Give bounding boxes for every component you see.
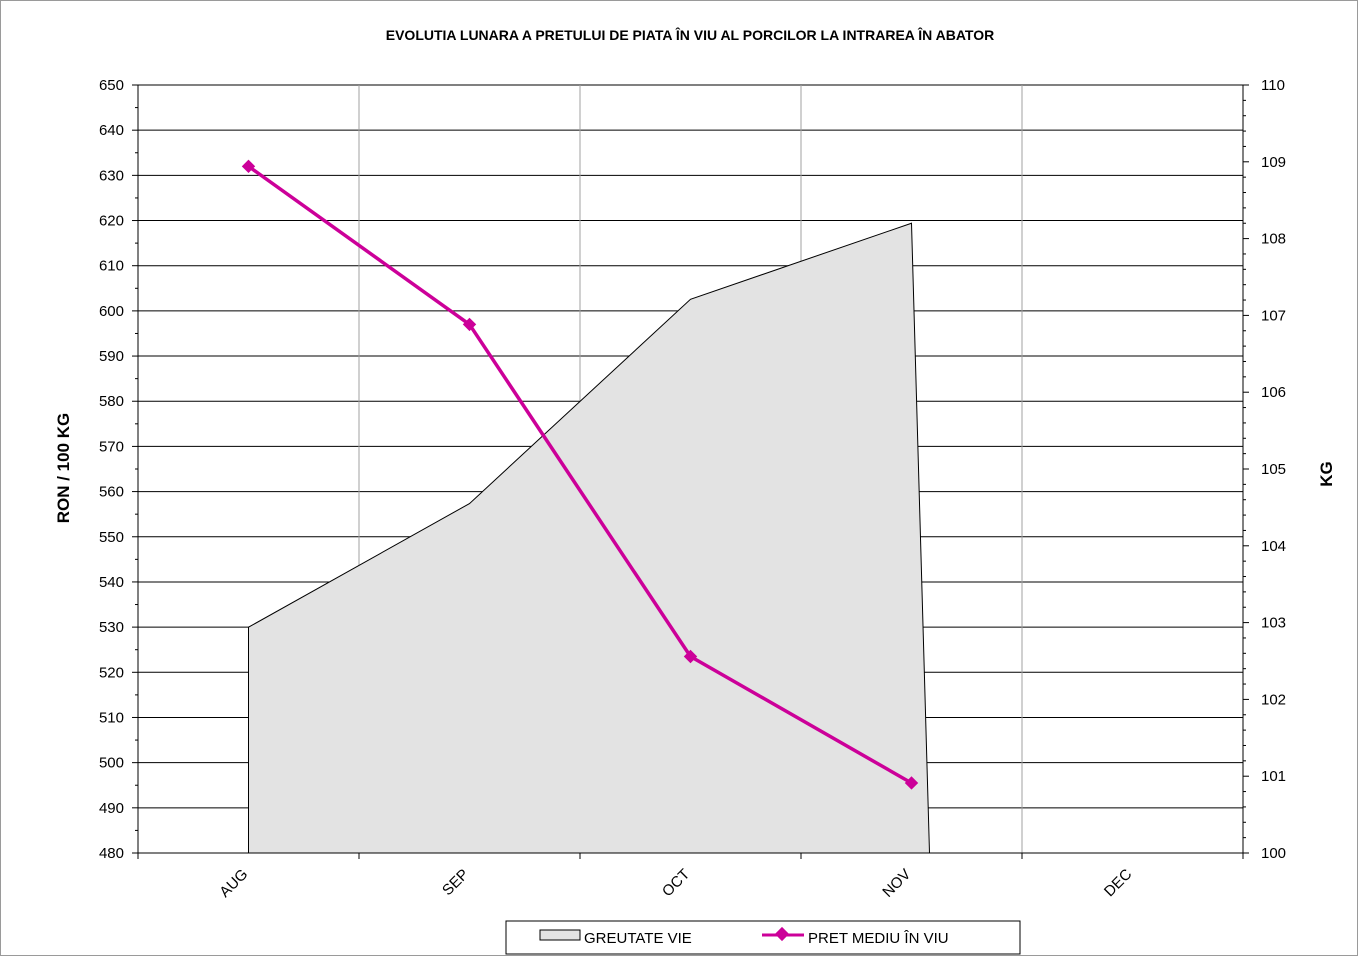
y-left-tick-label: 490	[99, 800, 124, 817]
y-axis-right-title: KG	[1317, 461, 1336, 487]
y-right-tick-label: 109	[1261, 154, 1286, 171]
y-left-tick-label: 560	[99, 484, 124, 501]
y-left-tick-label: 570	[99, 438, 124, 455]
y-left-tick-label: 510	[99, 709, 124, 726]
y-left-tick-label: 550	[99, 529, 124, 546]
y-right-tick-label: 107	[1261, 307, 1286, 324]
x-tick-label: NOV	[879, 866, 914, 901]
y-left-tick-label: 650	[99, 77, 124, 94]
y-left-tick-label: 620	[99, 213, 124, 230]
y-left-tick-label: 480	[99, 845, 124, 862]
y-left-tick-label: 520	[99, 664, 124, 681]
y-right-tick-label: 110	[1261, 77, 1285, 94]
area-greutate-vie	[248, 222, 931, 854]
y-right-tick-label: 101	[1261, 768, 1286, 785]
y-left-tick-label: 630	[99, 167, 124, 184]
y-left-tick-label: 600	[99, 303, 124, 320]
y-right-tick-label: 100	[1261, 845, 1286, 862]
y-right-tick-label: 102	[1261, 691, 1286, 708]
legend-label-greutate-vie: GREUTATE VIE	[584, 930, 692, 947]
line-pret-mediu	[247, 164, 913, 785]
line-series-pret-mediu	[241, 159, 919, 790]
y-right-tick-label: 103	[1261, 615, 1286, 632]
legend-swatch-marker-pret-mediu	[774, 926, 790, 942]
data-point-pret-mediu	[904, 776, 919, 790]
legend-label-pret-mediu: PRET MEDIU ÎN VIU	[808, 930, 949, 947]
x-tick-label: SEP	[439, 866, 472, 899]
legend: GREUTATE VIE PRET MEDIU ÎN VIU	[505, 920, 1021, 955]
x-tick-label: OCT	[659, 866, 693, 900]
data-point-pret-mediu	[462, 317, 477, 332]
y-left-tick-label: 610	[99, 258, 124, 275]
x-tick-label: DEC	[1101, 866, 1136, 901]
y-right-tick-label: 106	[1261, 384, 1286, 401]
y-left-tick-label: 530	[99, 619, 124, 636]
legend-box	[505, 920, 1021, 955]
y-right-tick-label: 104	[1261, 538, 1286, 555]
y-right-tick-label: 108	[1261, 231, 1286, 248]
chart-title: EVOLUTIA LUNARA A PRETULUI DE PIATA ÎN V…	[386, 26, 994, 43]
y-left-tick-label: 590	[99, 348, 124, 365]
y-left-tick-label: 640	[99, 122, 124, 139]
y-right-tick-label: 105	[1261, 461, 1286, 478]
data-point-pret-mediu	[683, 649, 698, 664]
y-axis-left-title: RON / 100 KG	[54, 413, 73, 524]
x-tick-label: AUG	[216, 866, 251, 901]
y-left-tick-label: 580	[99, 393, 124, 410]
y-left-tick-label: 540	[99, 574, 124, 591]
area-series-greutate-vie	[248, 222, 931, 854]
data-point-pret-mediu	[241, 159, 256, 174]
legend-swatch-greutate-vie	[539, 929, 581, 941]
y-left-tick-label: 500	[99, 755, 124, 772]
